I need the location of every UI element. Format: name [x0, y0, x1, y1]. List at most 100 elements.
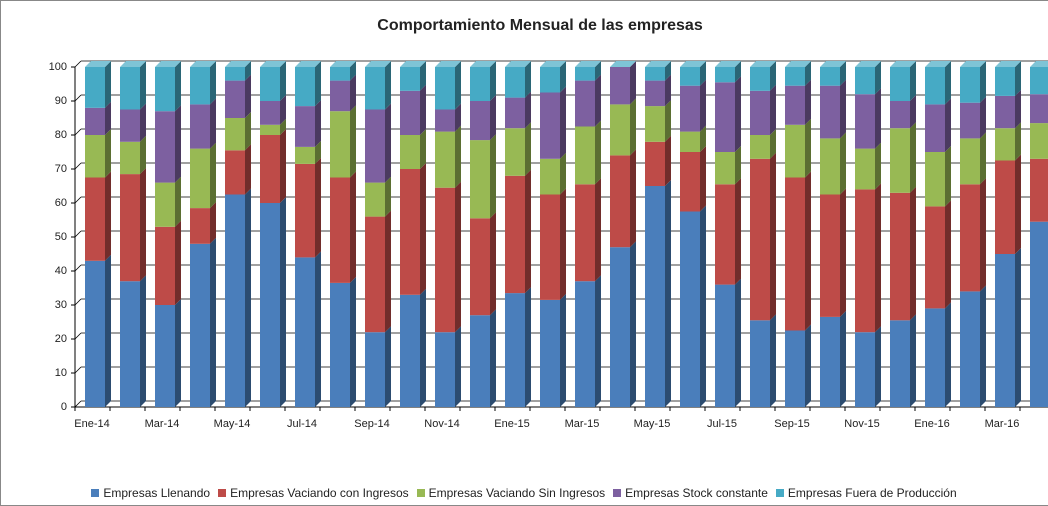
bar-segment [540, 194, 560, 300]
bar-side [700, 125, 706, 152]
bar-side [210, 237, 216, 407]
bar-side [175, 61, 181, 112]
bar-segment [365, 332, 385, 407]
x-tick-label: Mar-16 [985, 418, 1020, 430]
bar-segment [1030, 94, 1048, 124]
bar-top [85, 61, 111, 67]
bar-segment [470, 218, 490, 316]
bar-side [525, 169, 531, 294]
bar-side [525, 91, 531, 129]
bar-side [700, 146, 706, 212]
bar-side [945, 302, 951, 407]
legend-swatch [775, 489, 784, 497]
bar-side [665, 135, 671, 186]
bar-segment [330, 80, 350, 112]
bar-side [525, 122, 531, 176]
bar-side [245, 61, 251, 81]
bar-top [890, 61, 916, 67]
bar-segment [1030, 67, 1048, 95]
bar-side [560, 152, 566, 195]
bar-segment [575, 184, 595, 282]
bar-segment [855, 94, 875, 149]
bar-side [805, 118, 811, 178]
bar-side [665, 100, 671, 142]
x-tick-label: Sep-14 [354, 418, 389, 430]
legend-label: Empresas Vaciando con Ingresos [230, 486, 409, 500]
bar-side [350, 276, 356, 407]
bar-side [805, 324, 811, 407]
bar-side [595, 178, 601, 282]
bar-side [665, 61, 671, 81]
bar-segment [785, 67, 805, 86]
legend-swatch [613, 489, 622, 497]
legend-item: Empresas Llenando [91, 486, 210, 500]
bar-side [210, 98, 216, 149]
bar-segment [715, 152, 735, 185]
bar-segment [330, 67, 350, 81]
bar-segment [120, 109, 140, 142]
x-tick-label: Mar-15 [565, 418, 600, 430]
bar-side [1015, 154, 1021, 254]
bar-side [630, 98, 636, 156]
bar-segment [995, 160, 1015, 254]
x-tick-label: Jul-14 [287, 418, 317, 430]
bar-side [700, 61, 706, 86]
bar-segment [680, 152, 700, 212]
x-tick-label: May-14 [214, 418, 251, 430]
bar-segment [260, 67, 280, 101]
bar-segment [645, 80, 665, 107]
bar-segment [435, 187, 455, 333]
legend: Empresas Llenando Empresas Vaciando con I… [0, 486, 1048, 500]
grid-line-depth [74, 366, 82, 374]
chart-title: Comportamiento Mensual de las empresas [377, 17, 703, 34]
bar-segment [155, 226, 175, 305]
y-tick-label: 70 [55, 163, 67, 175]
bar-side [630, 61, 636, 105]
y-tick-label: 20 [55, 333, 67, 345]
bar-segment [400, 294, 420, 407]
bar-side [455, 61, 461, 110]
bar-segment [680, 131, 700, 152]
bar-side [805, 79, 811, 125]
legend-swatch [416, 489, 425, 497]
bar-segment [785, 124, 805, 178]
bar-side [770, 152, 776, 321]
bar-side [385, 103, 391, 183]
bar-side [875, 326, 881, 407]
bar-segment [575, 67, 595, 81]
bar-top [400, 61, 426, 67]
bar-side [1015, 89, 1021, 129]
bar-segment [890, 320, 910, 407]
bar-segment [925, 206, 945, 309]
bar-segment [435, 332, 455, 407]
bar-segment [225, 67, 245, 81]
bar-segment [190, 208, 210, 244]
bar-top [750, 61, 776, 67]
bar-segment [1030, 123, 1048, 159]
bar-side [105, 171, 111, 261]
bar-side [665, 180, 671, 407]
bar-segment [575, 80, 595, 127]
bar-segment [155, 182, 175, 227]
bar-segment [120, 67, 140, 110]
bar-segment [1030, 158, 1048, 222]
y-tick-label: 100 [49, 61, 67, 73]
bar-segment [890, 67, 910, 101]
bar-side [875, 183, 881, 333]
bar-side [175, 176, 181, 227]
bar-side [420, 129, 426, 169]
bar-side [490, 309, 496, 407]
bar-side [140, 103, 146, 142]
bar-segment [470, 315, 490, 407]
bar-top [225, 61, 251, 67]
bar-segment [365, 67, 385, 110]
bar-side [945, 98, 951, 152]
bar-segment [575, 126, 595, 185]
bar-segment [260, 135, 280, 203]
bar-side [910, 95, 916, 129]
bar-segment [610, 247, 630, 407]
bar-side [980, 285, 986, 407]
bar-side [315, 61, 321, 107]
bar-side [105, 129, 111, 178]
bar-segment [85, 67, 105, 108]
